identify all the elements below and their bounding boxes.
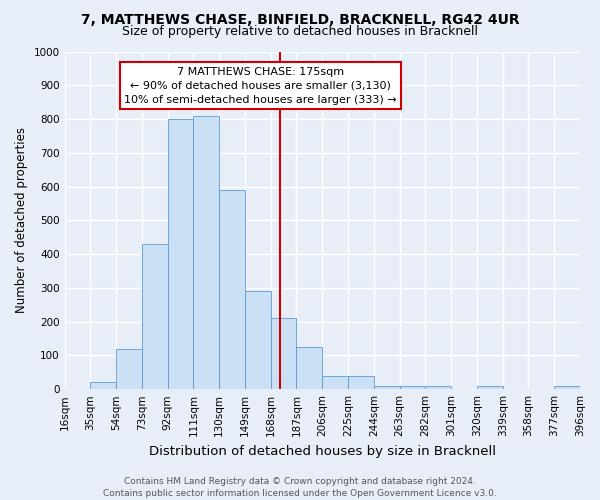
Bar [296, 347, 322, 389]
Y-axis label: Number of detached properties: Number of detached properties [15, 128, 28, 314]
Bar [271, 318, 296, 389]
Bar [425, 386, 451, 389]
Text: 7 MATTHEWS CHASE: 175sqm
← 90% of detached houses are smaller (3,130)
10% of sem: 7 MATTHEWS CHASE: 175sqm ← 90% of detach… [124, 66, 397, 104]
Text: 7, MATTHEWS CHASE, BINFIELD, BRACKNELL, RG42 4UR: 7, MATTHEWS CHASE, BINFIELD, BRACKNELL, … [80, 12, 520, 26]
Bar [374, 386, 400, 389]
Bar [322, 376, 348, 389]
Bar [348, 376, 374, 389]
Bar [193, 116, 219, 389]
Text: Size of property relative to detached houses in Bracknell: Size of property relative to detached ho… [122, 25, 478, 38]
Text: Contains HM Land Registry data © Crown copyright and database right 2024.
Contai: Contains HM Land Registry data © Crown c… [103, 476, 497, 498]
Bar [116, 348, 142, 389]
X-axis label: Distribution of detached houses by size in Bracknell: Distribution of detached houses by size … [149, 444, 496, 458]
Bar [219, 190, 245, 389]
Bar [142, 244, 167, 389]
Bar [477, 386, 503, 389]
Bar [91, 382, 116, 389]
Bar [245, 292, 271, 389]
Bar [554, 386, 580, 389]
Bar [400, 386, 425, 389]
Bar [167, 119, 193, 389]
